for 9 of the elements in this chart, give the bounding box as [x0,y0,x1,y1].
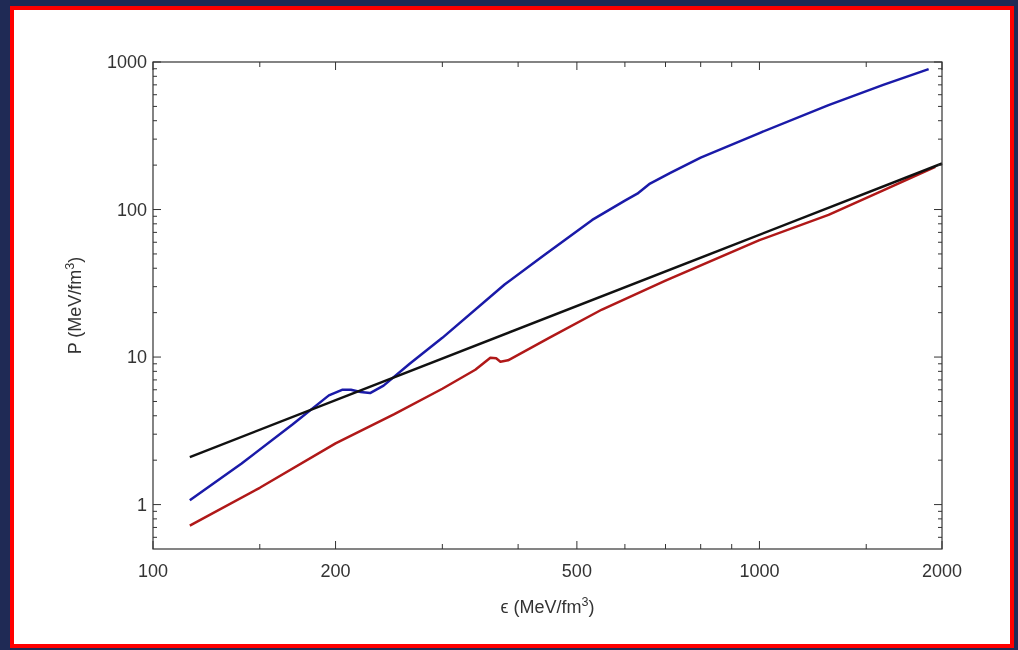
x-tick-label: 2000 [921,561,963,581]
y-tick-label: 10 [126,347,147,368]
x-tick-label: 200 [320,561,351,581]
y-tick-label: 1000 [106,52,147,72]
y-tick-label: 100 [116,199,147,220]
x-tick-label: 1000 [739,561,780,581]
y-tick-label: 1 [136,494,147,515]
x-tick-label: 500 [561,561,592,581]
x-axis-title: ϵ (MeV/fm$^{3}$) [500,595,595,617]
